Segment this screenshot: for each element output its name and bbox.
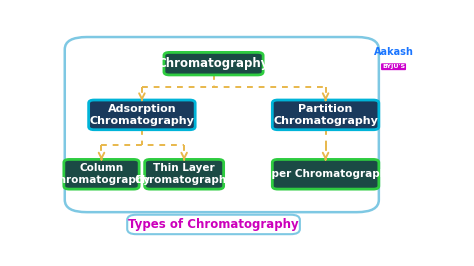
FancyBboxPatch shape [272,159,379,189]
FancyBboxPatch shape [145,159,224,189]
Text: Partition
Chromatography: Partition Chromatography [273,104,378,126]
Text: Adsorption
Chromatography: Adsorption Chromatography [90,104,194,126]
Text: Paper Chromatography: Paper Chromatography [257,169,394,179]
FancyBboxPatch shape [164,52,263,75]
FancyBboxPatch shape [65,37,379,212]
Text: Chromatography: Chromatography [158,57,269,70]
Text: Types of Chromatography: Types of Chromatography [128,218,299,231]
FancyBboxPatch shape [89,100,195,130]
Text: Thin Layer
Chromatography: Thin Layer Chromatography [135,163,234,185]
FancyBboxPatch shape [64,159,139,189]
Text: BYJU'S: BYJU'S [382,64,405,69]
FancyBboxPatch shape [127,215,300,234]
FancyBboxPatch shape [272,100,379,130]
Text: Aakash: Aakash [374,47,413,57]
Text: Column
Chromatography: Column Chromatography [52,163,151,185]
